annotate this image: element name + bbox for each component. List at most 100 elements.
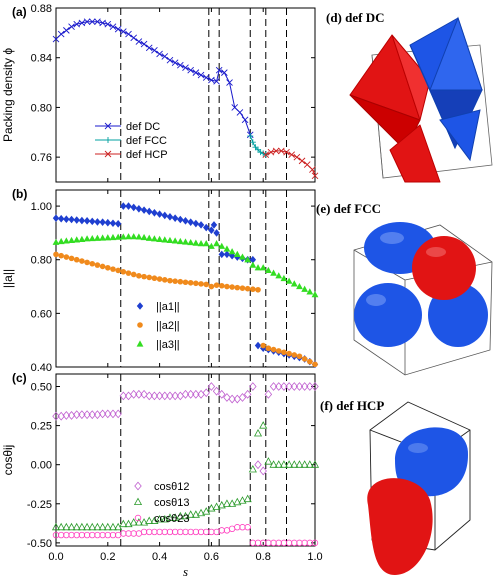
data-point: [135, 389, 143, 399]
data-point: [52, 411, 60, 421]
data-point: [156, 528, 163, 536]
data-point: [109, 531, 117, 539]
data-point: [198, 281, 204, 287]
data-point: [307, 358, 313, 365]
data-point: [166, 528, 174, 536]
data-point: [99, 531, 106, 539]
y-tick-label: 0.76: [31, 152, 52, 164]
data-point: [135, 530, 143, 537]
data-point: [197, 71, 205, 79]
data-point: [166, 236, 174, 244]
label-def-hcp: (f) def HCP: [320, 398, 384, 413]
data-point: [196, 508, 206, 517]
data-point: [249, 382, 257, 391]
data-point: [208, 226, 215, 235]
data-point: [104, 409, 112, 419]
data-point: [77, 522, 86, 531]
data-point: [300, 460, 309, 468]
data-point: [108, 522, 118, 531]
data-point: [57, 531, 65, 539]
data-point: [109, 23, 117, 30]
data-point: [150, 516, 159, 524]
data-point: [228, 499, 237, 507]
data-point: [135, 38, 143, 45]
data-point: [296, 353, 303, 360]
data-point: [264, 457, 273, 465]
data-point: [171, 237, 179, 244]
data-point: [309, 166, 316, 173]
data-point: [202, 240, 210, 247]
data-point: [244, 256, 252, 263]
data-point: [239, 253, 246, 260]
data-point: [52, 531, 60, 539]
data-point: [259, 264, 267, 271]
data-point: [279, 460, 288, 468]
data-point: [119, 391, 128, 401]
data-point: [161, 391, 169, 401]
data-point: [191, 510, 200, 518]
legend-marker: [136, 302, 144, 310]
data-point: [187, 66, 194, 74]
data-point: [298, 157, 306, 165]
data-point: [280, 539, 288, 547]
data-point: [285, 382, 293, 391]
data-point: [176, 237, 184, 245]
data-point: [223, 250, 231, 259]
data-point: [130, 233, 138, 240]
data-point: [311, 172, 319, 180]
data-point: [253, 428, 263, 437]
data-point: [202, 74, 210, 81]
data-point: [275, 382, 283, 391]
data-point: [249, 261, 257, 268]
data-point: [234, 524, 241, 531]
data-point: [53, 251, 59, 258]
series-0: [52, 202, 319, 369]
x-tick-label: 0.8: [256, 551, 271, 563]
data-point: [290, 382, 299, 391]
data-point: [176, 511, 185, 520]
y-tick-label: 0.80: [31, 255, 52, 267]
data-point: [83, 531, 91, 539]
data-point: [243, 389, 252, 399]
data-point: [311, 290, 319, 298]
data-point: [63, 531, 70, 539]
data-point: [73, 236, 81, 243]
data-point: [94, 218, 101, 226]
data-point: [275, 539, 282, 547]
data-point: [156, 276, 163, 282]
shape-illustrations: (d) def DC (e) def FCC: [316, 10, 493, 575]
data-point: [239, 524, 246, 531]
data-point: [120, 530, 127, 537]
data-point: [145, 516, 154, 524]
data-point: [243, 494, 252, 503]
data-point: [68, 23, 75, 30]
data-point: [259, 466, 267, 476]
y-tick-label: -0.25: [27, 499, 52, 511]
data-point: [62, 237, 70, 244]
data-point: [67, 522, 76, 531]
x-tick-label: 0.4: [152, 551, 167, 563]
data-point: [146, 207, 153, 216]
data-point: [250, 286, 256, 293]
data-point: [239, 285, 246, 291]
y-tick-label: -0.50: [27, 538, 52, 550]
x-tick-label: 0.0: [48, 551, 63, 563]
y-axis-label: Packing density ϕ: [1, 48, 15, 142]
data-point: [280, 382, 288, 391]
data-point: [63, 254, 70, 260]
data-point: [161, 53, 169, 60]
data-point: [207, 382, 216, 391]
data-point: [150, 391, 159, 401]
data-point: [267, 148, 275, 156]
data-point: [203, 281, 210, 288]
data-point: [213, 78, 220, 85]
data-point: [104, 234, 112, 241]
data-point: [212, 386, 221, 396]
data-point: [312, 361, 318, 368]
data-point: [300, 382, 309, 391]
data-point: [224, 283, 230, 290]
data-point: [208, 528, 215, 536]
data-point: [68, 531, 75, 539]
data-point: [269, 460, 278, 468]
